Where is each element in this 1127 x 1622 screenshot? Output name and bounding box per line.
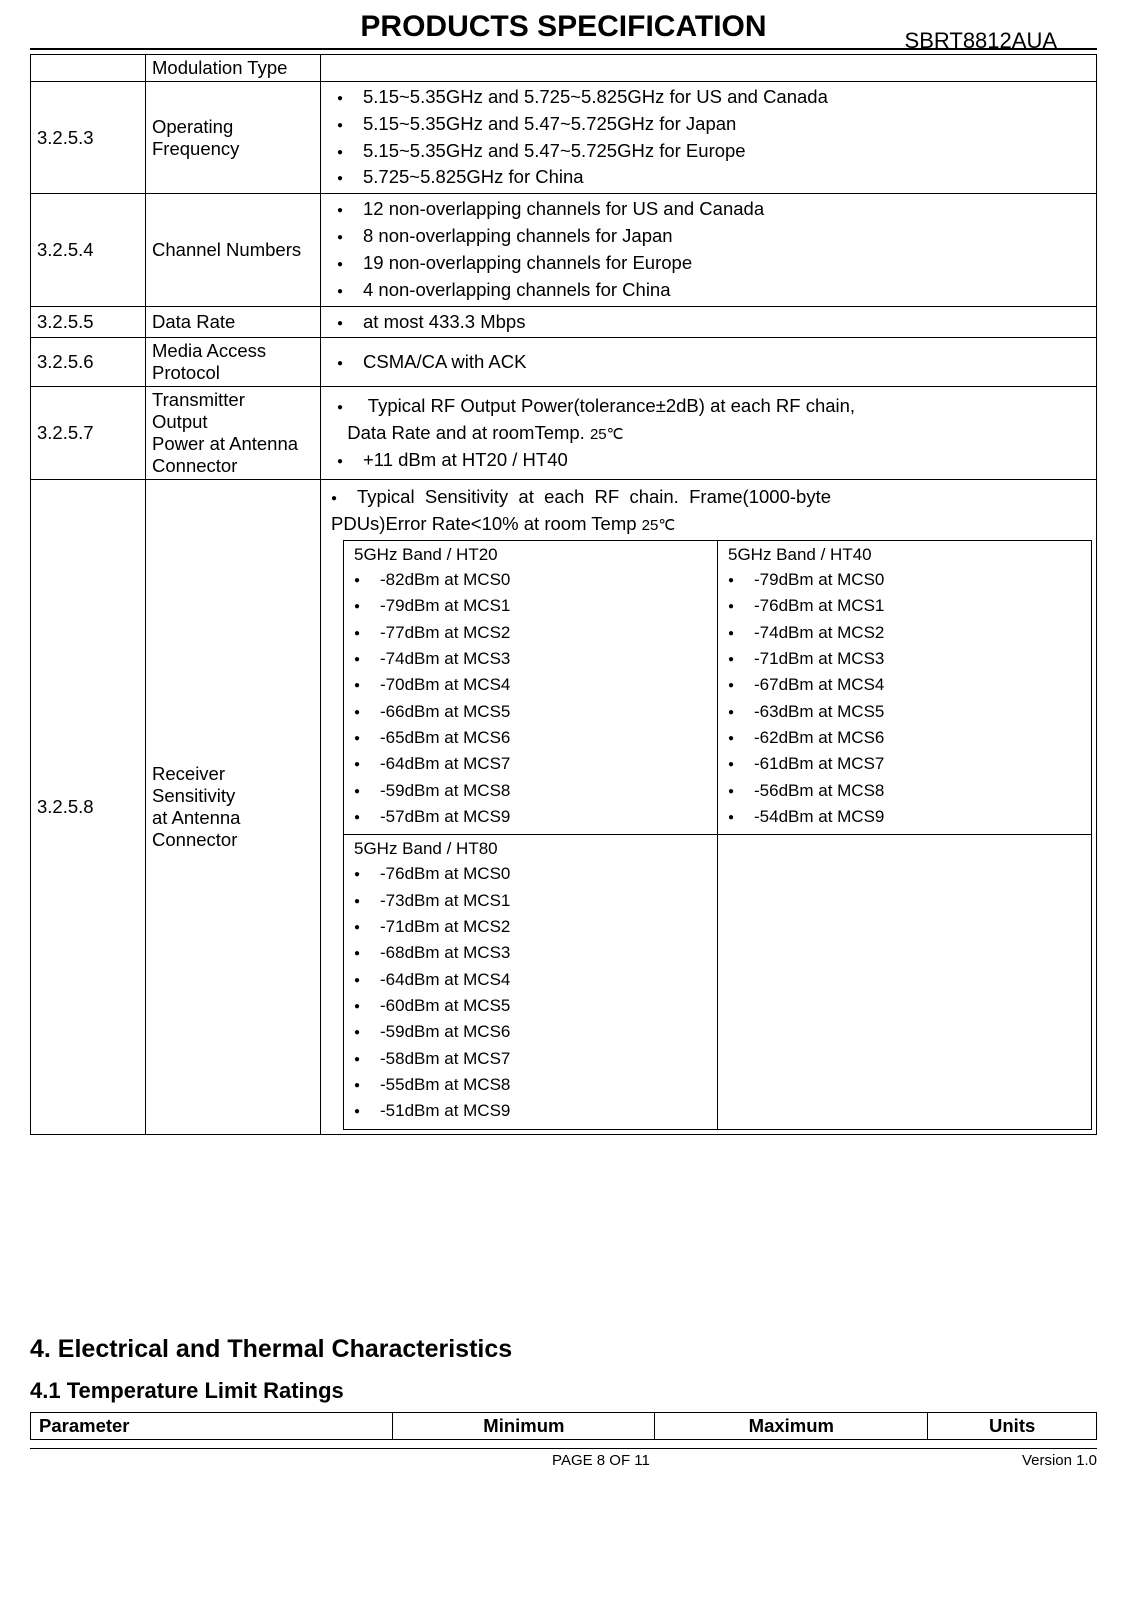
list-item: -82dBm at MCS0 xyxy=(354,567,711,593)
table-row: 3.2.5.5 Data Rate at most 433.3 Mbps xyxy=(31,306,1097,338)
list-item: 4 non-overlapping channels for China xyxy=(337,277,1090,304)
parameter-value: CSMA/CA with ACK xyxy=(321,338,1097,387)
list-item: -67dBm at MCS4 xyxy=(728,672,1085,698)
list-item: Typical RF Output Power(tolerance±2dB) a… xyxy=(337,393,1090,447)
parameter-name: TransmitterOutputPower at AntennaConnect… xyxy=(146,387,321,480)
list-item: -60dBm at MCS5 xyxy=(354,993,711,1019)
band-title: 5GHz Band / HT20 xyxy=(350,545,711,565)
parameter-value: 12 non-overlapping channels for US and C… xyxy=(321,194,1097,306)
column-header: Minimum xyxy=(393,1412,655,1439)
temperature-limits-table: Parameter Minimum Maximum Units xyxy=(30,1412,1097,1440)
list-item: -64dBm at MCS4 xyxy=(354,967,711,993)
list-item: -51dBm at MCS9 xyxy=(354,1098,711,1124)
list-item: -65dBm at MCS6 xyxy=(354,725,711,751)
list-item: 5.15~5.35GHz and 5.47~5.725GHz for Japan xyxy=(337,111,1090,138)
list-item: -66dBm at MCS5 xyxy=(354,699,711,725)
section-number: 3.2.5.3 xyxy=(31,82,146,194)
list-item: 5.725~5.825GHz for China xyxy=(337,164,1090,191)
list-item: -71dBm at MCS2 xyxy=(354,914,711,940)
sens-ht20: 5GHz Band / HT20 -82dBm at MCS0 -79dBm a… xyxy=(344,540,718,834)
parameter-value: 5.15~5.35GHz and 5.725~5.825GHz for US a… xyxy=(321,82,1097,194)
parameter-name: Data Rate xyxy=(146,306,321,338)
list-item: 12 non-overlapping channels for US and C… xyxy=(337,196,1090,223)
table-row: Modulation Type xyxy=(31,55,1097,82)
column-header: Maximum xyxy=(655,1412,928,1439)
list-item: -76dBm at MCS0 xyxy=(354,861,711,887)
table-row: 3.2.5.6 Media AccessProtocol CSMA/CA wit… xyxy=(31,338,1097,387)
parameter-value: at most 433.3 Mbps xyxy=(321,306,1097,338)
sensitivity-intro: Typical Sensitivity at each RF chain. Fr… xyxy=(321,484,1092,538)
parameter-name: ReceiverSensitivityat AntennaConnector xyxy=(146,480,321,1135)
table-row: 3.2.5.4 Channel Numbers 12 non-overlappi… xyxy=(31,194,1097,306)
band-title: 5GHz Band / HT80 xyxy=(350,839,711,859)
list-item: at most 433.3 Mbps xyxy=(337,309,1090,336)
table-row: 3.2.5.8 ReceiverSensitivityat AntennaCon… xyxy=(31,480,1097,1135)
section-number xyxy=(31,55,146,82)
section-number: 3.2.5.8 xyxy=(31,480,146,1135)
list-item: -77dBm at MCS2 xyxy=(354,620,711,646)
parameter-name: Channel Numbers xyxy=(146,194,321,306)
list-item: -74dBm at MCS2 xyxy=(728,620,1085,646)
table-row: 3.2.5.7 TransmitterOutputPower at Antenn… xyxy=(31,387,1097,480)
page-number: PAGE 8 OF 11 xyxy=(180,1452,1022,1469)
section-number: 3.2.5.4 xyxy=(31,194,146,306)
parameter-value: Typical Sensitivity at each RF chain. Fr… xyxy=(321,480,1097,1135)
list-item: -62dBm at MCS6 xyxy=(728,725,1085,751)
sens-ht40: 5GHz Band / HT40 -79dBm at MCS0 -76dBm a… xyxy=(718,540,1092,834)
section-4-heading: 4. Electrical and Thermal Characteristic… xyxy=(30,1335,1097,1364)
parameter-name: OperatingFrequency xyxy=(146,82,321,194)
parameter-name: Media AccessProtocol xyxy=(146,338,321,387)
page-header: PRODUCTS SPECIFICATION SBRT8812AUA xyxy=(30,10,1097,50)
sens-empty xyxy=(718,835,1092,1129)
list-item: -74dBm at MCS3 xyxy=(354,646,711,672)
column-header: Units xyxy=(928,1412,1097,1439)
list-item: -61dBm at MCS7 xyxy=(728,751,1085,777)
section-number: 3.2.5.7 xyxy=(31,387,146,480)
list-item: -57dBm at MCS9 xyxy=(354,804,711,830)
page-footer: PAGE 8 OF 11 Version 1.0 xyxy=(30,1448,1097,1469)
band-title: 5GHz Band / HT40 xyxy=(724,545,1085,565)
sensitivity-table: 5GHz Band / HT20 -82dBm at MCS0 -79dBm a… xyxy=(343,540,1092,1130)
list-item: -64dBm at MCS7 xyxy=(354,751,711,777)
list-item: -54dBm at MCS9 xyxy=(728,804,1085,830)
list-item: -71dBm at MCS3 xyxy=(728,646,1085,672)
section-number: 3.2.5.6 xyxy=(31,338,146,387)
list-item: -68dBm at MCS3 xyxy=(354,940,711,966)
list-item: -63dBm at MCS5 xyxy=(728,699,1085,725)
parameter-value xyxy=(321,55,1097,82)
section-number: 3.2.5.5 xyxy=(31,306,146,338)
list-item: +11 dBm at HT20 / HT40 xyxy=(337,447,1090,474)
column-header: Parameter xyxy=(31,1412,393,1439)
list-item: -55dBm at MCS8 xyxy=(354,1072,711,1098)
table-row: 3.2.5.3 OperatingFrequency 5.15~5.35GHz … xyxy=(31,82,1097,194)
list-item: 8 non-overlapping channels for Japan xyxy=(337,223,1090,250)
sens-ht80: 5GHz Band / HT80 -76dBm at MCS0 -73dBm a… xyxy=(344,835,718,1129)
list-item: 5.15~5.35GHz and 5.47~5.725GHz for Europ… xyxy=(337,138,1090,165)
list-item: -56dBm at MCS8 xyxy=(728,778,1085,804)
list-item: -59dBm at MCS8 xyxy=(354,778,711,804)
document-code: SBRT8812AUA xyxy=(905,28,1057,54)
spec-table: Modulation Type 3.2.5.3 OperatingFrequen… xyxy=(30,54,1097,1135)
section-4-1-heading: 4.1 Temperature Limit Ratings xyxy=(30,1378,1097,1404)
list-item: -79dBm at MCS1 xyxy=(354,593,711,619)
list-item: 5.15~5.35GHz and 5.725~5.825GHz for US a… xyxy=(337,84,1090,111)
parameter-name: Modulation Type xyxy=(146,55,321,82)
list-item: -76dBm at MCS1 xyxy=(728,593,1085,619)
list-item: -70dBm at MCS4 xyxy=(354,672,711,698)
list-item: 19 non-overlapping channels for Europe xyxy=(337,250,1090,277)
list-item: -59dBm at MCS6 xyxy=(354,1019,711,1045)
list-item: -58dBm at MCS7 xyxy=(354,1046,711,1072)
list-item: CSMA/CA with ACK xyxy=(337,349,1090,376)
parameter-value: Typical RF Output Power(tolerance±2dB) a… xyxy=(321,387,1097,480)
list-item: -79dBm at MCS0 xyxy=(728,567,1085,593)
list-item: -73dBm at MCS1 xyxy=(354,888,711,914)
version-label: Version 1.0 xyxy=(1022,1452,1097,1469)
